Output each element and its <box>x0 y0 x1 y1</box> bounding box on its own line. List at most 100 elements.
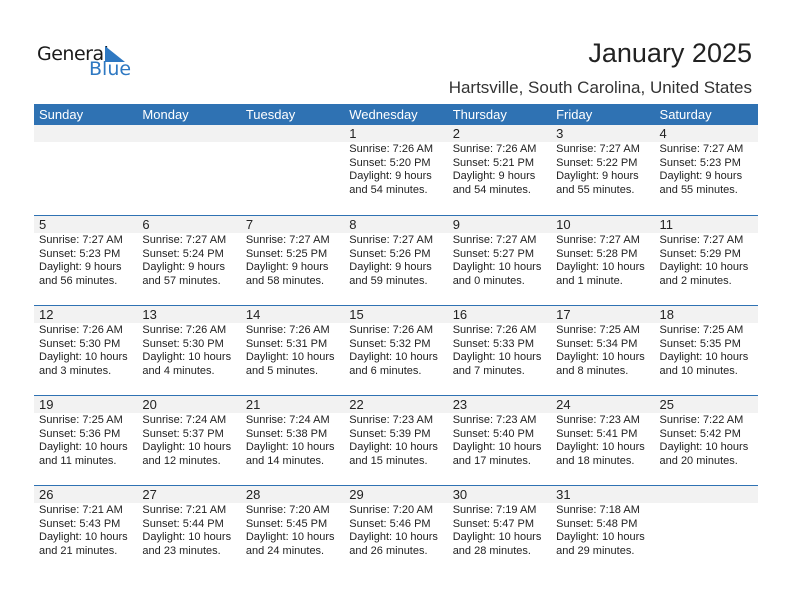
day-number: 28 <box>240 486 345 503</box>
daylight-text: Daylight: 10 hours <box>142 351 232 363</box>
day-info: Sunrise: 7:26 AM Sunset: 5:20 PM Daylight:… <box>344 142 447 197</box>
sunset-text: Sunset: 5:39 PM <box>349 427 431 440</box>
daylight2-text: and 55 minutes. <box>659 183 738 196</box>
weekday-sunday: Sunday <box>39 107 84 122</box>
day-cell: 31 Sunrise: 7:18 AM Sunset: 5:48 PM Dayligh… <box>551 486 655 575</box>
day-cell: 17 Sunrise: 7:25 AM Sunset: 5:34 PM Dayligh… <box>551 306 655 395</box>
sunrise-text: Sunrise: 7:21 AM <box>142 504 227 516</box>
sunset-text: Sunset: 5:29 PM <box>659 247 741 260</box>
sunset-text: Sunset: 5:27 PM <box>452 247 535 260</box>
day-info: Sunrise: 7:19 AM Sunset: 5:47 PM Daylight:… <box>448 503 551 558</box>
daylight-text: Daylight: 10 hours <box>659 261 749 273</box>
page-title: January 2025 <box>588 38 752 68</box>
sunset-text: Sunset: 5:31 PM <box>245 337 328 350</box>
day-cell: 18 Sunrise: 7:25 AM Sunset: 5:35 PM Dayligh… <box>654 306 758 395</box>
daylight2-text: and 18 minutes. <box>556 454 635 467</box>
sunrise-text: Sunrise: 7:23 AM <box>556 414 640 426</box>
daylight-text: Daylight: 10 hours <box>556 261 645 273</box>
sunrise-text: Sunrise: 7:27 AM <box>39 234 123 246</box>
daylight-text: Daylight: 10 hours <box>452 441 542 453</box>
day-number: 3 <box>551 125 655 142</box>
daylight2-text: and 8 minutes. <box>556 364 629 377</box>
sunset-text: Sunset: 5:35 PM <box>659 337 741 350</box>
sunrise-text: Sunrise: 7:26 AM <box>349 324 434 336</box>
daylight2-text: and 0 minutes. <box>452 274 525 287</box>
day-cell: 4 Sunrise: 7:27 AM Sunset: 5:23 PM Daylight… <box>654 125 758 215</box>
day-info: Sunrise: 7:26 AM Sunset: 5:21 PM Daylight:… <box>448 142 551 197</box>
sunset-text: Sunset: 5:43 PM <box>39 517 121 530</box>
daylight2-text: and 55 minutes. <box>556 183 635 196</box>
daylight2-text: and 7 minutes. <box>452 364 525 377</box>
day-cell: 8 Sunrise: 7:27 AM Sunset: 5:26 PM Daylight… <box>344 216 448 305</box>
day-info: Sunrise: 7:20 AM Sunset: 5:45 PM Daylight:… <box>241 503 344 558</box>
sunrise-text: Sunrise: 7:26 AM <box>349 143 434 155</box>
day-cell: 7 Sunrise: 7:27 AM Sunset: 5:25 PM Daylight… <box>240 216 345 305</box>
sunset-text: Sunset: 5:28 PM <box>556 247 638 260</box>
daylight2-text: and 11 minutes. <box>39 454 117 467</box>
day-number: 19 <box>34 396 138 413</box>
day-number: 5 <box>34 216 138 233</box>
day-info: Sunrise: 7:27 AM Sunset: 5:24 PM Daylight:… <box>137 233 240 288</box>
day-number: 29 <box>344 486 448 503</box>
day-number: 23 <box>447 396 552 413</box>
day-info: Sunrise: 7:26 AM Sunset: 5:30 PM Daylight:… <box>34 323 137 378</box>
day-info: Sunrise: 7:27 AM Sunset: 5:23 PM Daylight:… <box>655 142 758 197</box>
day-info: Sunrise: 7:22 AM Sunset: 5:42 PM Daylight:… <box>655 413 758 468</box>
daylight-text: Daylight: 9 hours <box>349 170 432 182</box>
daylight2-text: and 15 minutes. <box>349 454 428 467</box>
sunset-text: Sunset: 5:21 PM <box>452 156 535 169</box>
daylight-text: Daylight: 9 hours <box>349 261 432 273</box>
sunset-text: Sunset: 5:44 PM <box>142 517 224 530</box>
sunrise-text: Sunrise: 7:27 AM <box>556 234 640 246</box>
logo-text-general: General <box>37 43 109 65</box>
day-info: Sunrise: 7:26 AM Sunset: 5:32 PM Daylight:… <box>344 323 447 378</box>
day-number: 27 <box>137 486 241 503</box>
day-cell: 9 Sunrise: 7:27 AM Sunset: 5:27 PM Daylight… <box>447 216 552 305</box>
daylight-text: Daylight: 9 hours <box>39 261 122 273</box>
day-number <box>137 125 241 142</box>
day-number: 30 <box>447 486 552 503</box>
sunset-text: Sunset: 5:32 PM <box>349 337 431 350</box>
daylight2-text: and 10 minutes. <box>659 364 738 377</box>
sunrise-text: Sunrise: 7:25 AM <box>556 324 640 336</box>
week-row: 5 Sunrise: 7:27 AM Sunset: 5:23 PM Daylight… <box>34 215 758 305</box>
daylight2-text: and 6 minutes. <box>349 364 422 377</box>
day-info: Sunrise: 7:27 AM Sunset: 5:23 PM Daylight:… <box>34 233 137 288</box>
daylight2-text: and 12 minutes. <box>142 454 221 467</box>
day-cell: 12 Sunrise: 7:26 AM Sunset: 5:30 PM Dayligh… <box>34 306 138 395</box>
day-info: Sunrise: 7:23 AM Sunset: 5:40 PM Daylight:… <box>448 413 551 468</box>
day-cell: 1 Sunrise: 7:26 AM Sunset: 5:20 PM Daylight… <box>344 125 448 215</box>
sunset-text: Sunset: 5:41 PM <box>556 427 638 440</box>
sunrise-text: Sunrise: 7:24 AM <box>142 414 227 426</box>
sunrise-text: Sunrise: 7:23 AM <box>349 414 434 426</box>
daylight-text: Daylight: 10 hours <box>245 351 335 363</box>
day-cell: 13 Sunrise: 7:26 AM Sunset: 5:30 PM Dayligh… <box>137 306 241 395</box>
day-info: Sunrise: 7:20 AM Sunset: 5:46 PM Daylight:… <box>344 503 447 558</box>
day-info: Sunrise: 7:26 AM Sunset: 5:31 PM Daylight:… <box>241 323 344 378</box>
day-cell: 30 Sunrise: 7:19 AM Sunset: 5:47 PM Dayligh… <box>447 486 552 575</box>
day-number: 22 <box>344 396 448 413</box>
daylight-text: Daylight: 9 hours <box>142 261 225 273</box>
weekday-friday: Friday <box>556 107 593 122</box>
daylight2-text: and 5 minutes. <box>245 364 318 377</box>
day-cell: 24 Sunrise: 7:23 AM Sunset: 5:41 PM Dayligh… <box>551 396 655 485</box>
day-cell: 15 Sunrise: 7:26 AM Sunset: 5:32 PM Dayligh… <box>344 306 448 395</box>
day-cell: 3 Sunrise: 7:27 AM Sunset: 5:22 PM Daylight… <box>551 125 655 215</box>
day-info: Sunrise: 7:27 AM Sunset: 5:29 PM Daylight:… <box>655 233 758 288</box>
day-info: Sunrise: 7:25 AM Sunset: 5:35 PM Daylight:… <box>655 323 758 378</box>
sunset-text: Sunset: 5:42 PM <box>659 427 741 440</box>
weekday-saturday: Saturday <box>659 107 712 122</box>
daylight-text: Daylight: 10 hours <box>452 261 542 273</box>
sunset-text: Sunset: 5:38 PM <box>245 427 328 440</box>
sunrise-text: Sunrise: 7:18 AM <box>556 504 640 516</box>
day-number: 31 <box>551 486 655 503</box>
day-number: 4 <box>654 125 758 142</box>
day-number: 14 <box>240 306 345 323</box>
sunrise-text: Sunrise: 7:21 AM <box>39 504 123 516</box>
sunset-text: Sunset: 5:30 PM <box>39 337 121 350</box>
day-number: 6 <box>137 216 241 233</box>
day-info: Sunrise: 7:23 AM Sunset: 5:41 PM Daylight:… <box>551 413 654 468</box>
day-number: 8 <box>344 216 448 233</box>
sunrise-text: Sunrise: 7:24 AM <box>245 414 330 426</box>
sunset-text: Sunset: 5:40 PM <box>452 427 535 440</box>
